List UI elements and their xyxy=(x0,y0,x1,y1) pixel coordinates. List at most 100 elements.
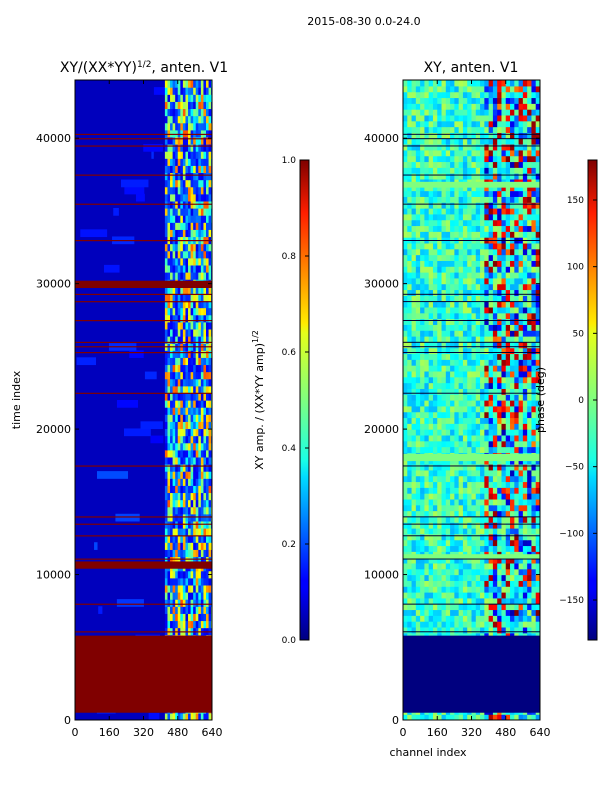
heat2-cell xyxy=(535,330,540,337)
heat1-cell xyxy=(172,264,176,273)
heat1-cell xyxy=(198,471,202,479)
heat2-cell xyxy=(488,615,494,622)
heat1-cell xyxy=(167,87,171,95)
heat1-cell xyxy=(177,378,181,387)
heat1-cell xyxy=(170,471,174,479)
heat1-cell xyxy=(203,392,207,401)
heat1-cell xyxy=(182,556,186,565)
heat2-cell xyxy=(450,498,455,506)
heat1-cell xyxy=(177,371,181,380)
heat1-cell xyxy=(208,264,212,273)
heat1-cell xyxy=(208,193,212,202)
heat1-cell xyxy=(177,122,181,131)
heat2-cell xyxy=(471,597,477,605)
heat1-cell xyxy=(206,613,209,622)
heat1-cell xyxy=(193,328,197,337)
heat2-cell xyxy=(475,190,481,197)
heat1-cell xyxy=(182,528,186,536)
heat2-cell xyxy=(505,434,511,442)
heat1-cell xyxy=(172,570,176,579)
heat2-cell xyxy=(492,289,498,296)
heat1-cell xyxy=(188,328,191,337)
heat2-cell xyxy=(403,580,408,587)
heat2-cell xyxy=(462,382,468,389)
heat2-cell xyxy=(441,603,447,611)
heat2-cell xyxy=(437,481,442,488)
heat2-cell xyxy=(475,341,481,349)
heat1-cell xyxy=(206,179,209,188)
heat2-cell xyxy=(522,545,528,552)
heat1-cell xyxy=(167,492,171,501)
heat1-cell xyxy=(195,435,199,444)
heat2-cell xyxy=(450,510,455,517)
heat2-cell xyxy=(488,370,494,378)
heat2-cell xyxy=(522,586,528,593)
heat2-cell xyxy=(531,481,537,488)
heat2-cell xyxy=(407,533,412,541)
heat1-cell xyxy=(175,172,179,181)
heat2-cell xyxy=(445,289,451,296)
heat2-cell xyxy=(480,161,485,168)
heat2-cell xyxy=(407,289,412,296)
heat2-cell xyxy=(462,714,468,720)
heat1-cell xyxy=(170,478,174,486)
heat1-cell xyxy=(193,165,197,174)
heat2-cell xyxy=(420,458,425,465)
heat2-cell xyxy=(471,318,477,325)
heat2-cell xyxy=(535,603,540,611)
heat2-cell xyxy=(403,266,408,273)
heat2-cell xyxy=(407,260,412,267)
heat2-cell xyxy=(428,155,434,163)
heat2-cell xyxy=(527,603,532,611)
heat2-cell xyxy=(488,400,494,407)
heat1-cell xyxy=(193,392,197,401)
heat2-cell xyxy=(510,155,515,163)
heat1-cell xyxy=(175,186,179,195)
heat2-cell xyxy=(450,481,455,488)
heat2-cell xyxy=(441,405,447,413)
heat1-cell xyxy=(206,414,209,422)
heat1-cell xyxy=(172,108,176,117)
heat2-cell xyxy=(514,370,519,378)
heat2-cell xyxy=(424,370,430,378)
heat1-cell xyxy=(167,471,171,479)
heat2-cell xyxy=(497,586,502,593)
heat2-cell xyxy=(510,516,515,523)
heat2-cell xyxy=(407,516,412,523)
heat1-cell xyxy=(180,350,184,358)
heat2-cell xyxy=(411,301,417,308)
heat1-cell xyxy=(203,250,207,259)
heat2-cell xyxy=(424,289,430,296)
heat2-cell xyxy=(437,272,442,279)
heat2-cell xyxy=(510,603,515,611)
heat1-cell xyxy=(172,314,176,323)
heat1-cell xyxy=(172,158,176,166)
heat2-cell xyxy=(531,376,537,384)
heat2-cell xyxy=(505,254,511,261)
heat2-cell xyxy=(411,423,417,430)
heat2-cell xyxy=(432,312,438,320)
heat1-cell xyxy=(175,321,179,330)
heat2-cell xyxy=(488,341,494,349)
heat1-cell xyxy=(188,158,191,166)
heat1-cell xyxy=(190,414,194,422)
heat2-cell xyxy=(527,417,532,424)
heat1-cell xyxy=(170,94,174,102)
heat1-cell xyxy=(195,229,199,238)
heat2-cell xyxy=(458,405,464,413)
heat2-cell xyxy=(432,528,438,535)
heat2-cell xyxy=(505,446,511,453)
heat2-cell xyxy=(497,149,502,157)
heat2-cell xyxy=(458,498,464,506)
heat2-cell xyxy=(514,190,519,197)
heat2-cell xyxy=(522,266,528,273)
heat2-cell xyxy=(424,592,430,599)
heat1-cell xyxy=(188,556,191,565)
heat2-cell xyxy=(445,306,451,314)
heat2-cell xyxy=(501,429,507,436)
heat2-cell xyxy=(505,493,511,500)
heat1-cell xyxy=(188,257,191,266)
heat2-cell xyxy=(492,475,498,483)
heat2-cell xyxy=(510,306,515,314)
heat2-cell xyxy=(501,388,507,395)
